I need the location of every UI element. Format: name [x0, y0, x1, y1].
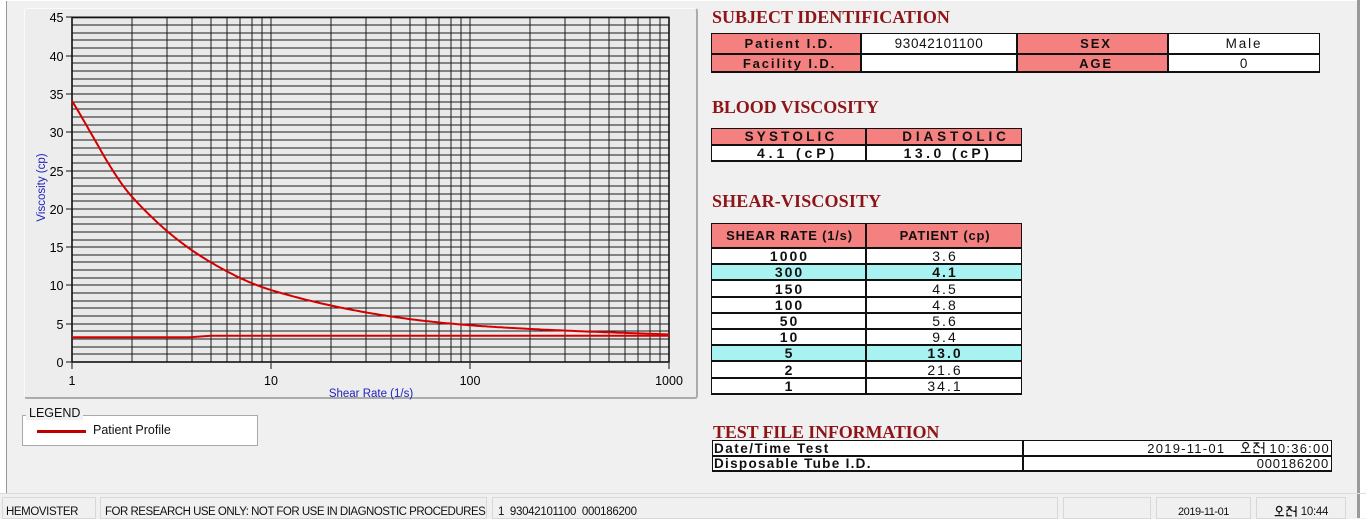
svg-text:40: 40 — [50, 50, 64, 64]
svg-text:1: 1 — [69, 374, 76, 388]
svg-text:0: 0 — [57, 356, 64, 370]
svg-text:100: 100 — [460, 374, 481, 388]
svg-text:30: 30 — [50, 126, 64, 140]
svg-text:25: 25 — [50, 165, 64, 179]
svg-text:10: 10 — [264, 374, 278, 388]
svg-text:Viscosity (cp): Viscosity (cp) — [36, 153, 48, 221]
svg-text:1000: 1000 — [655, 374, 683, 388]
svg-text:5: 5 — [57, 318, 64, 332]
svg-text:45: 45 — [50, 11, 64, 25]
svg-text:10: 10 — [50, 279, 64, 293]
svg-text:35: 35 — [50, 88, 64, 102]
svg-text:15: 15 — [50, 241, 64, 255]
svg-text:20: 20 — [50, 203, 64, 217]
svg-text:Shear Rate (1/s): Shear Rate (1/s) — [329, 388, 414, 400]
